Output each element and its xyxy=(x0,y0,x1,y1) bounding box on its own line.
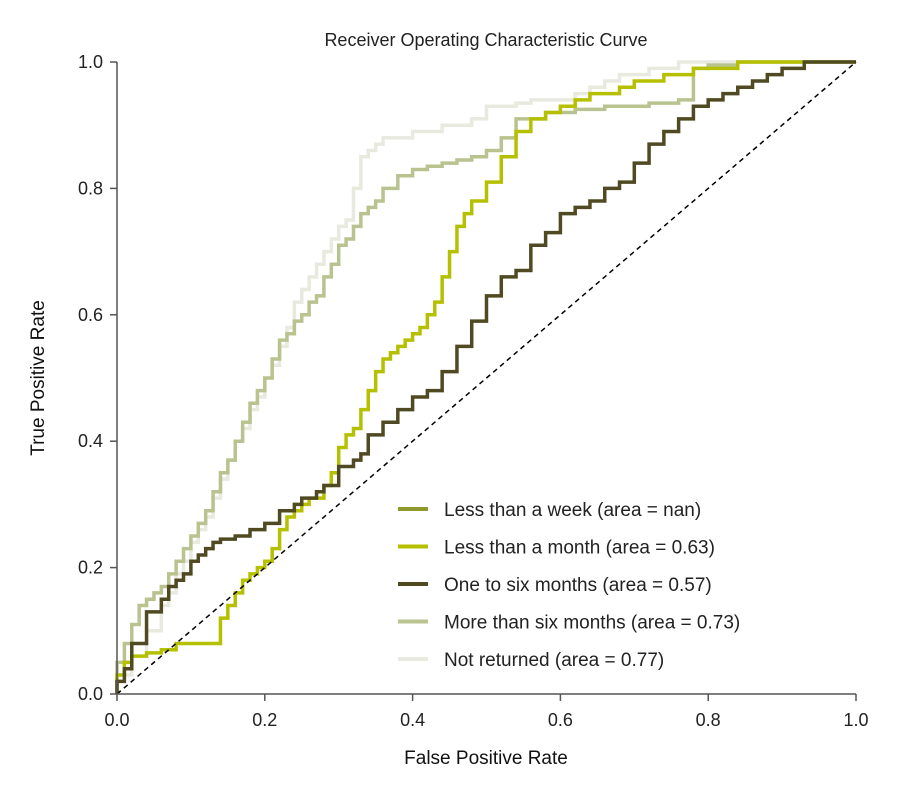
series-line-3 xyxy=(115,60,856,694)
x-tick-label: 0.6 xyxy=(548,710,573,730)
x-tick-label: 1.0 xyxy=(843,710,868,730)
legend-label: Less than a month (area = 0.63) xyxy=(444,538,715,559)
legend-label: One to six months (area = 0.57) xyxy=(444,575,712,596)
legend: Less than a week (area = nan) Less than a… xyxy=(398,500,740,671)
x-tick-label: 0.8 xyxy=(696,710,721,730)
y-tick-label: 1.0 xyxy=(78,52,103,72)
axes xyxy=(116,62,856,695)
legend-label: Not returned (area = 0.77) xyxy=(444,650,664,671)
legend-label: More than six months (area = 0.73) xyxy=(444,613,740,634)
x-ticks: 0.0 0.2 0.4 0.6 0.8 1.0 xyxy=(104,694,869,730)
y-tick-label: 0.0 xyxy=(78,684,103,704)
y-axis-label: True Positive Rate xyxy=(28,300,49,456)
y-ticks: 0.0 0.2 0.4 0.6 0.8 1.0 xyxy=(78,52,117,704)
x-tick-label: 0.0 xyxy=(104,710,129,730)
y-tick-label: 0.6 xyxy=(78,305,103,325)
y-tick-label: 0.4 xyxy=(78,431,103,451)
y-tick-label: 0.2 xyxy=(78,558,103,578)
x-tick-label: 0.4 xyxy=(400,710,425,730)
legend-label: Less than a week (area = nan) xyxy=(444,500,701,521)
series-line-1 xyxy=(115,60,856,694)
plot-area xyxy=(115,60,857,695)
x-tick-label: 0.2 xyxy=(252,710,277,730)
x-axis-label: False Positive Rate xyxy=(404,748,568,769)
y-tick-label: 0.8 xyxy=(78,178,103,198)
series-line-2 xyxy=(115,60,856,694)
diagonal-reference-line xyxy=(116,61,857,695)
chart-title: Receiver Operating Characteristic Curve xyxy=(324,30,647,50)
